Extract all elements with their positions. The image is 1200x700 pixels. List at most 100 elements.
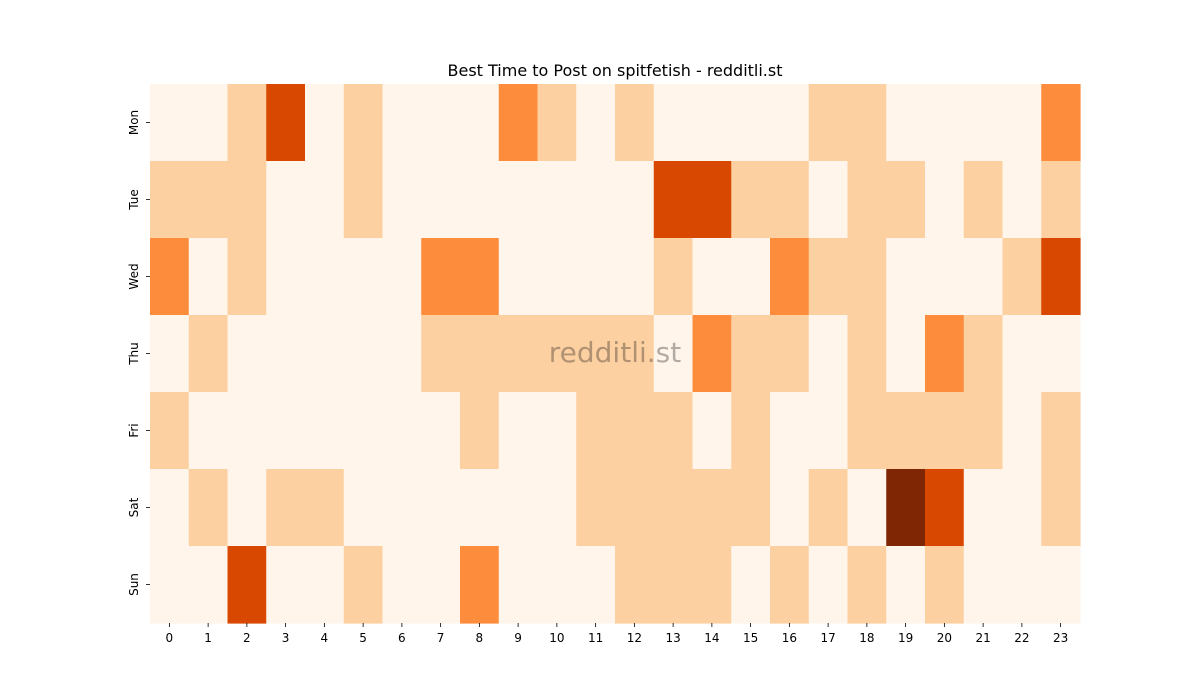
x-tick-label: 17	[820, 631, 835, 645]
heatmap-cell-wed-11	[576, 238, 616, 316]
heatmap-cell-sat-0	[150, 469, 190, 547]
heatmap-cell-fri-1	[188, 392, 229, 470]
heatmap-cell-sun-3	[266, 546, 306, 624]
heatmap-cell-sat-5	[343, 469, 384, 547]
x-tick-label: 16	[782, 631, 797, 645]
heatmap-cell-sat-22	[1002, 469, 1042, 547]
x-tick-label: 3	[282, 631, 290, 645]
heatmap-cell-wed-21	[963, 238, 1004, 316]
heatmap-cell-tue-6	[382, 161, 422, 239]
heatmap-cell-mon-8	[460, 84, 500, 162]
x-tick-label: 10	[549, 631, 564, 645]
heatmap-cell-wed-5	[343, 238, 384, 316]
heatmap-cell-fri-11	[576, 392, 616, 470]
heatmap-cell-tue-14	[692, 161, 732, 239]
heatmap-cell-thu-16	[770, 315, 810, 393]
x-tick-label: 21	[975, 631, 990, 645]
heatmap-cell-tue-1	[188, 161, 229, 239]
heatmap-cell-mon-17	[808, 84, 849, 162]
heatmap-cell-tue-15	[731, 161, 771, 239]
x-tick-label: 1	[204, 631, 212, 645]
heatmap-cell-sun-5	[343, 546, 384, 624]
heatmap-cell-fri-18	[847, 392, 887, 470]
heatmap-cell-sun-19	[886, 546, 926, 624]
heatmap-cell-wed-17	[808, 238, 849, 316]
heatmap-cell-tue-12	[615, 161, 655, 239]
watermark: redditli.st	[549, 336, 681, 369]
heatmap-cell-wed-10	[537, 238, 577, 316]
heatmap-cell-wed-20	[925, 238, 965, 316]
x-tick-label: 2	[243, 631, 251, 645]
x-tick-label: 7	[437, 631, 445, 645]
heatmap-cell-mon-11	[576, 84, 616, 162]
heatmap-cell-thu-20	[925, 315, 965, 393]
heatmap-cell-tue-20	[925, 161, 965, 239]
heatmap-cell-thu-23	[1041, 315, 1081, 393]
y-tick-label: Fri	[127, 423, 141, 437]
heatmap-cell-wed-13	[653, 238, 694, 316]
heatmap-cell-wed-16	[770, 238, 810, 316]
x-tick-label: 19	[898, 631, 913, 645]
heatmap-cell-tue-5	[343, 161, 384, 239]
heatmap-cell-thu-12	[615, 315, 655, 393]
heatmap-cell-sat-10	[537, 469, 577, 547]
heatmap-cell-thu-18	[847, 315, 887, 393]
heatmap-cell-fri-2	[227, 392, 267, 470]
y-tick-label: Thu	[127, 342, 141, 366]
x-tick-label: 4	[321, 631, 329, 645]
heatmap-cell-fri-6	[382, 392, 422, 470]
heatmap-cell-sat-1	[188, 469, 229, 547]
heatmap-cell-wed-6	[382, 238, 422, 316]
heatmap-cell-tue-11	[576, 161, 616, 239]
heatmap-cell-fri-9	[498, 392, 539, 470]
heatmap-cell-wed-4	[305, 238, 345, 316]
heatmap-cell-fri-8	[460, 392, 500, 470]
x-tick-label: 5	[359, 631, 367, 645]
x-tick-label: 18	[859, 631, 874, 645]
heatmap-cell-sun-7	[421, 546, 461, 624]
heatmap-cell-thu-22	[1002, 315, 1042, 393]
heatmap-cell-sat-20	[925, 469, 965, 547]
heatmap-cell-sun-14	[692, 546, 732, 624]
heatmap-cell-fri-16	[770, 392, 810, 470]
heatmap-cell-tue-10	[537, 161, 577, 239]
heatmap-cell-sat-14	[692, 469, 732, 547]
heatmap-cell-mon-7	[421, 84, 461, 162]
x-tick-label: 15	[743, 631, 758, 645]
heatmap-cell-tue-3	[266, 161, 306, 239]
heatmap-cell-sun-22	[1002, 546, 1042, 624]
heatmap-cell-sun-12	[615, 546, 655, 624]
heatmap-cell-mon-22	[1002, 84, 1042, 162]
y-axis: Mon Tue Wed Thu Fri Sat Sun	[127, 110, 150, 596]
heatmap-cell-sat-12	[615, 469, 655, 547]
heatmap-cell-fri-15	[731, 392, 771, 470]
heatmap-cell-tue-4	[305, 161, 345, 239]
heatmap-cell-wed-12	[615, 238, 655, 316]
heatmap-cell-mon-3	[266, 84, 306, 162]
heatmap-cells	[150, 84, 1081, 624]
heatmap-cell-wed-15	[731, 238, 771, 316]
x-tick-label: 12	[627, 631, 642, 645]
y-tick-label: Sat	[127, 497, 141, 517]
heatmap-cell-thu-0	[150, 315, 190, 393]
heatmap-cell-sat-3	[266, 469, 306, 547]
heatmap-cell-wed-8	[460, 238, 500, 316]
heatmap-cell-wed-2	[227, 238, 267, 316]
heatmap-cell-mon-10	[537, 84, 577, 162]
heatmap-cell-fri-7	[421, 392, 461, 470]
heatmap-cell-sun-10	[537, 546, 577, 624]
x-axis: 0 1 2 3 4 5 6 7 8 9 10 11 12 13 14 15 16 17 18 19 20 21 22 23	[166, 623, 1068, 645]
heatmap-cell-sat-15	[731, 469, 771, 547]
heatmap-cell-sat-16	[770, 469, 810, 547]
heatmap-cell-thu-15	[731, 315, 771, 393]
heatmap-cell-fri-4	[305, 392, 345, 470]
heatmap-cell-sat-21	[963, 469, 1004, 547]
heatmap-cell-wed-1	[188, 238, 229, 316]
x-tick-label: 0	[166, 631, 174, 645]
heatmap-cell-tue-8	[460, 161, 500, 239]
heatmap-cell-sat-9	[498, 469, 539, 547]
heatmap-cell-tue-19	[886, 161, 926, 239]
heatmap-cell-wed-22	[1002, 238, 1042, 316]
heatmap-cell-tue-21	[963, 161, 1004, 239]
